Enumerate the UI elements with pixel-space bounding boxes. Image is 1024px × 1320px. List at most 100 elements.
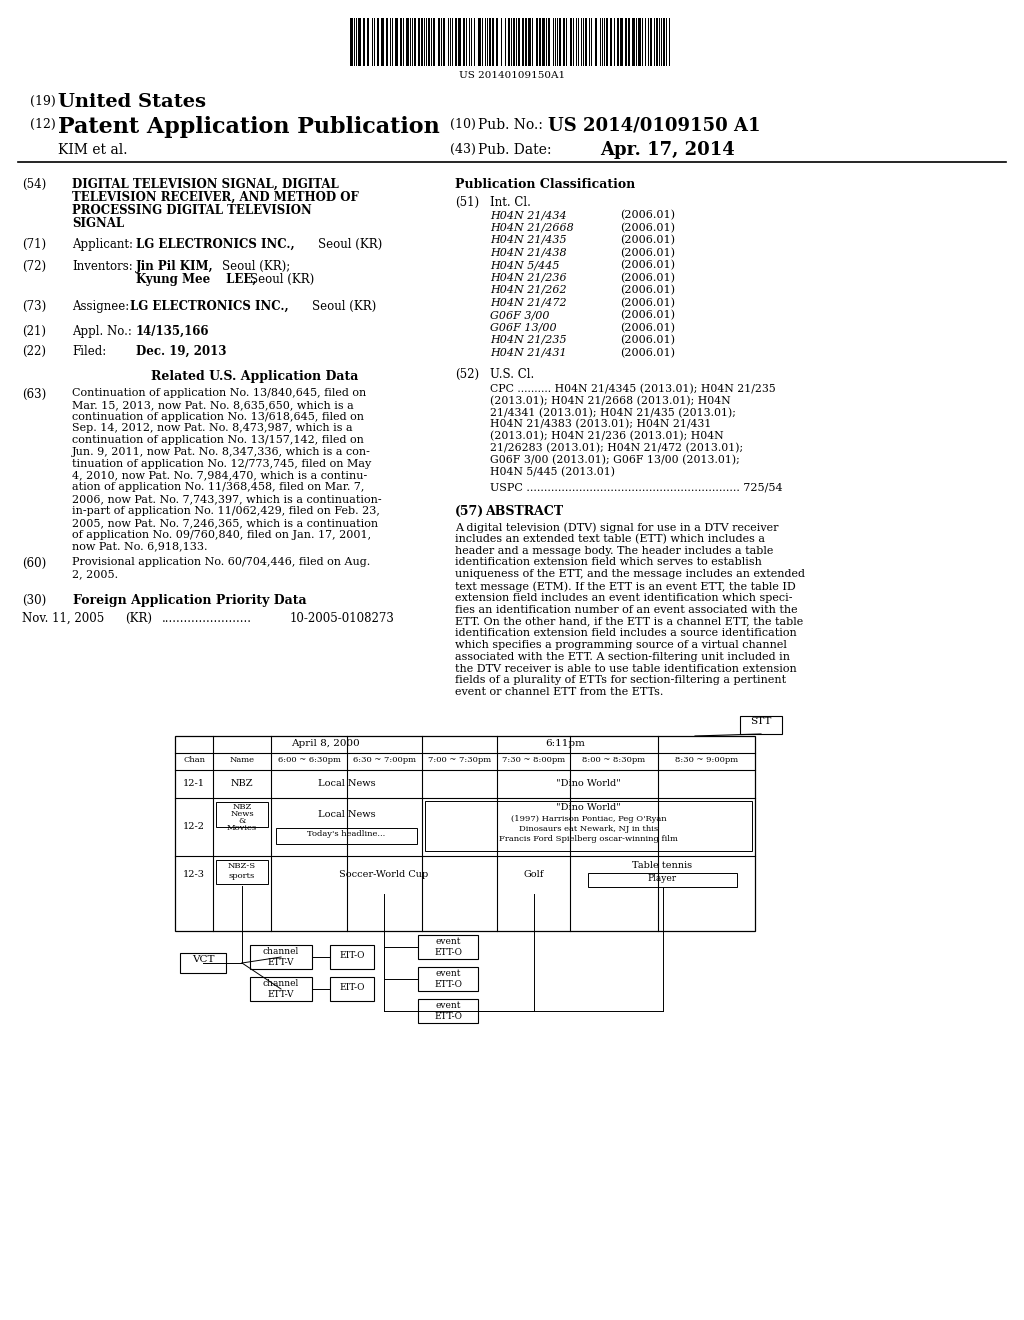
Text: 2006, now Pat. No. 7,743,397, which is a continuation-: 2006, now Pat. No. 7,743,397, which is a… (72, 494, 382, 504)
Bar (625, 18, 627, 66)
Bar (395, 18, 398, 66)
Text: Seoul (KR): Seoul (KR) (250, 273, 314, 286)
Text: Pub. No.:: Pub. No.: (478, 117, 543, 132)
Text: Pub. Date:: Pub. Date: (478, 143, 552, 157)
Bar (548, 18, 550, 66)
Bar (663, 18, 665, 66)
Bar (650, 18, 652, 66)
Text: (2006.01): (2006.01) (620, 335, 675, 346)
Bar (362, 18, 365, 66)
Text: Patent Application Publication: Patent Application Publication (58, 116, 439, 139)
Text: in-part of application No. 11/062,429, filed on Feb. 23,: in-part of application No. 11/062,429, f… (72, 506, 380, 516)
Text: Local News: Local News (317, 779, 376, 788)
Bar (632, 18, 635, 66)
Bar (595, 18, 597, 66)
Bar (492, 18, 494, 66)
Text: Int. Cl.: Int. Cl. (490, 195, 530, 209)
Text: Publication Classification: Publication Classification (455, 178, 635, 191)
Text: tinuation of application No. 12/773,745, filed on May: tinuation of application No. 12/773,745,… (72, 459, 372, 469)
Text: A digital television (DTV) signal for use in a DTV receiver: A digital television (DTV) signal for us… (455, 521, 778, 532)
Text: G06F 3/00 (2013.01); G06F 13/00 (2013.01);: G06F 3/00 (2013.01); G06F 13/00 (2013.01… (490, 455, 739, 465)
Bar (418, 999, 478, 1023)
Text: Francis Ford Spielberg oscar-winning film: Francis Ford Spielberg oscar-winning fil… (499, 836, 678, 843)
Text: Apr. 17, 2014: Apr. 17, 2014 (600, 141, 735, 158)
Text: NBZ: NBZ (232, 803, 252, 810)
Bar (588, 873, 737, 887)
Text: US 20140109150A1: US 20140109150A1 (459, 71, 565, 81)
Text: 14/135,166: 14/135,166 (136, 325, 210, 338)
Bar (438, 18, 440, 66)
Text: NBZ: NBZ (230, 779, 253, 788)
Text: Mar. 15, 2013, now Pat. No. 8,635,650, which is a: Mar. 15, 2013, now Pat. No. 8,635,650, w… (72, 400, 353, 409)
Text: 2005, now Pat. No. 7,246,365, which is a continuation: 2005, now Pat. No. 7,246,365, which is a… (72, 517, 378, 528)
Text: Seoul (KR);: Seoul (KR); (222, 260, 290, 273)
Text: "Dino World": "Dino World" (556, 779, 621, 788)
Text: Chan: Chan (183, 756, 205, 764)
Text: STT: STT (751, 717, 772, 726)
Bar (542, 18, 545, 66)
Text: continuation of application No. 13/618,645, filed on: continuation of application No. 13/618,6… (72, 412, 364, 421)
Text: ETT-O: ETT-O (434, 1012, 462, 1020)
Bar (539, 18, 541, 66)
Text: (KR): (KR) (125, 612, 152, 624)
Text: (52): (52) (455, 368, 479, 381)
Text: Local News: Local News (317, 810, 376, 818)
Text: April 8, 2000: April 8, 2000 (291, 739, 359, 748)
Bar (425, 801, 752, 851)
Bar (400, 18, 402, 66)
Text: header and a message body. The header includes a table: header and a message body. The header in… (455, 545, 773, 556)
Text: 12-3: 12-3 (183, 870, 205, 879)
Bar (628, 18, 630, 66)
Text: ETT. On the other hand, if the ETT is a channel ETT, the table: ETT. On the other hand, if the ETT is a … (455, 616, 803, 627)
Text: 6:30 ~ 7:00pm: 6:30 ~ 7:00pm (353, 756, 416, 764)
Bar (350, 18, 353, 66)
Text: LEE,: LEE, (222, 273, 256, 286)
Bar (330, 945, 374, 969)
Text: Player: Player (648, 874, 677, 883)
Text: 2, 2005.: 2, 2005. (72, 569, 118, 579)
Text: 8:00 ~ 8:30pm: 8:00 ~ 8:30pm (583, 756, 645, 764)
Text: (30): (30) (22, 594, 46, 607)
Text: CPC .......... H04N 21/4345 (2013.01); H04N 21/235: CPC .......... H04N 21/4345 (2013.01); H… (490, 384, 776, 395)
Bar (536, 18, 538, 66)
Text: ABSTRACT: ABSTRACT (485, 506, 563, 517)
Bar (740, 715, 782, 734)
Text: H04N 21/438: H04N 21/438 (490, 248, 566, 257)
Text: 12-1: 12-1 (183, 779, 205, 788)
Bar (377, 18, 379, 66)
Text: TELEVISION RECEIVER, AND METHOD OF: TELEVISION RECEIVER, AND METHOD OF (72, 191, 358, 205)
Text: PROCESSING DIGITAL TELEVISION: PROCESSING DIGITAL TELEVISION (72, 205, 311, 216)
Bar (276, 828, 417, 843)
Text: SIGNAL: SIGNAL (72, 216, 124, 230)
Bar (606, 18, 608, 66)
Bar (638, 18, 641, 66)
Text: (72): (72) (22, 260, 46, 273)
Bar (585, 18, 587, 66)
Text: LG ELECTRONICS INC.,: LG ELECTRONICS INC., (136, 238, 295, 251)
Bar (455, 18, 457, 66)
Text: (43): (43) (450, 143, 476, 156)
Text: (1997) Harrison Pontiac, Peg O'Ryan: (1997) Harrison Pontiac, Peg O'Ryan (511, 814, 667, 822)
Text: EIT-O: EIT-O (339, 983, 365, 993)
Text: ETT-O: ETT-O (434, 948, 462, 957)
Bar (508, 18, 510, 66)
Text: Soccer-World Cup: Soccer-World Cup (339, 870, 429, 879)
Text: 21/4341 (2013.01); H04N 21/435 (2013.01);: 21/4341 (2013.01); H04N 21/435 (2013.01)… (490, 408, 736, 418)
Text: Jun. 9, 2011, now Pat. No. 8,347,336, which is a con-: Jun. 9, 2011, now Pat. No. 8,347,336, wh… (72, 447, 371, 457)
Bar (522, 18, 524, 66)
Bar (250, 945, 312, 969)
Text: EIT-O: EIT-O (339, 950, 365, 960)
Text: Seoul (KR): Seoul (KR) (318, 238, 382, 251)
Text: event or channel ETT from the ETTs.: event or channel ETT from the ETTs. (455, 688, 664, 697)
Bar (381, 18, 384, 66)
Text: Filed:: Filed: (72, 345, 106, 358)
Text: (2006.01): (2006.01) (620, 297, 675, 308)
Text: Provisional application No. 60/704,446, filed on Aug.: Provisional application No. 60/704,446, … (72, 557, 371, 568)
Text: H04N 21/4383 (2013.01); H04N 21/431: H04N 21/4383 (2013.01); H04N 21/431 (490, 420, 712, 430)
Text: (2006.01): (2006.01) (620, 248, 675, 257)
Text: US 2014/0109150 A1: US 2014/0109150 A1 (548, 116, 761, 135)
Bar (496, 18, 498, 66)
Text: NBZ-S: NBZ-S (228, 862, 256, 870)
Text: Seoul (KR): Seoul (KR) (312, 300, 376, 313)
Text: (60): (60) (22, 557, 46, 570)
